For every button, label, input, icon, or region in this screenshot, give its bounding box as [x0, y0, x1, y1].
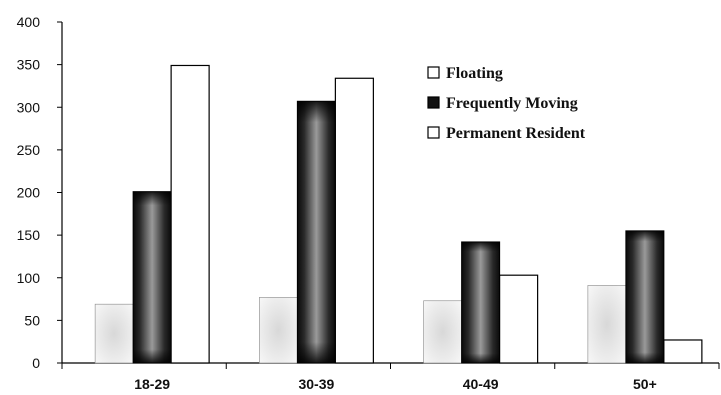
y-tick-label: 150: [17, 227, 41, 243]
legend-label: Permanent Resident: [446, 125, 586, 142]
y-tick-label: 350: [17, 57, 41, 73]
x-tick-label: 40-49: [463, 376, 499, 392]
bar-shading: [625, 230, 664, 363]
legend-swatch: [427, 126, 440, 139]
y-tick-label: 300: [17, 99, 41, 115]
legend-swatch: [427, 96, 440, 109]
legend-label: Floating: [446, 65, 503, 82]
y-tick-label: 250: [17, 142, 41, 158]
y-tick-label: 200: [17, 185, 41, 201]
x-tick-label: 30-39: [298, 376, 334, 392]
legend-box: [414, 55, 644, 145]
bar-permanent-resident-18-29: [170, 64, 210, 364]
bar-floating-40-49: [423, 300, 462, 364]
bar-shading: [133, 191, 172, 363]
bar-floating-30-39: [259, 297, 298, 364]
bar-permanent-resident-30-39: [334, 77, 374, 364]
bar-permanent-resident-40-49: [499, 274, 539, 364]
y-tick-label: 100: [17, 270, 41, 286]
legend-swatch: [427, 66, 440, 79]
bar-shading: [461, 241, 500, 363]
y-tick-label: 50: [24, 312, 40, 328]
x-tick-label: 18-29: [134, 376, 170, 392]
legend-label: Frequently Moving: [446, 95, 578, 112]
bars-group: [94, 64, 703, 364]
legend: Floating Frequently Moving Permanent Resid…: [414, 55, 644, 145]
bar-floating-50+: [587, 285, 627, 364]
bar-floating-18-29: [94, 303, 134, 364]
bar-shading: [297, 101, 336, 363]
category-labels: 18-29 30-39 40-49 50+: [134, 376, 657, 392]
y-tick-label: 0: [32, 355, 40, 371]
axes: 0 50 100 150 200 250 300 350 400: [17, 14, 720, 371]
x-tick-label: 50+: [633, 376, 657, 392]
y-tick-label: 400: [17, 14, 41, 30]
bar-permanent-resident-50+: [663, 339, 703, 364]
